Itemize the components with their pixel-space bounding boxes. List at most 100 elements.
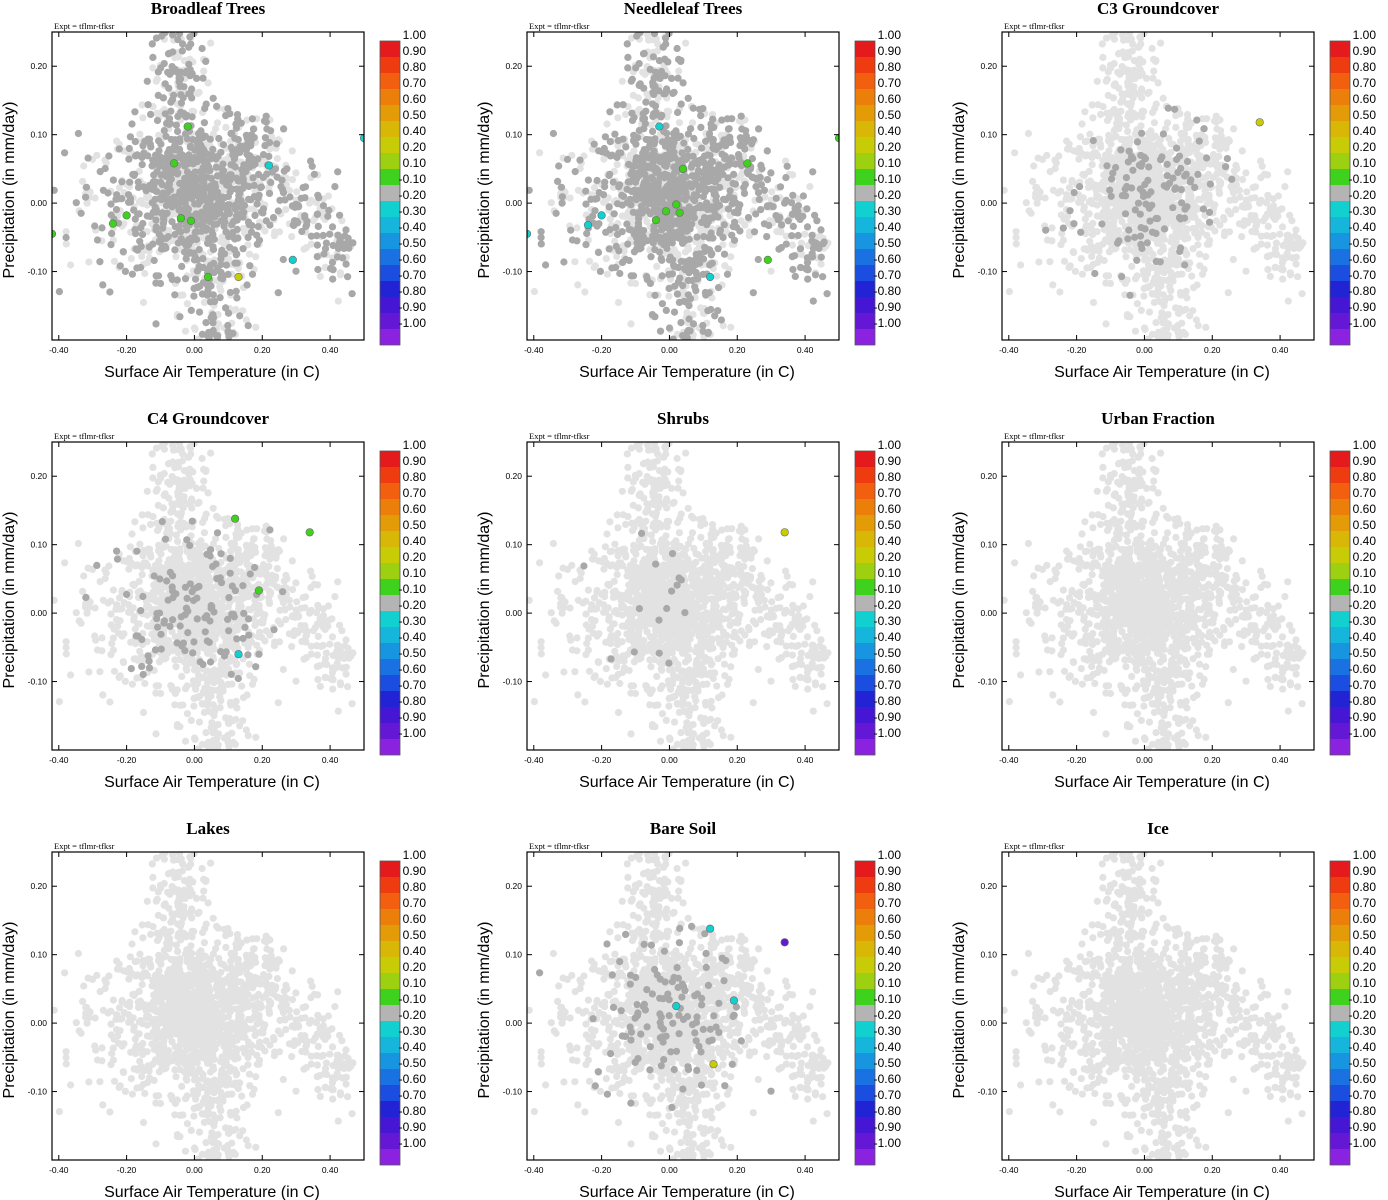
background-point [530,288,539,296]
nonsignificant-point [563,155,572,163]
nonsignificant-point [174,198,182,206]
nonsignificant-point [224,105,232,113]
background-point [788,241,797,249]
background-point [292,169,300,177]
colorbar-swatch [380,329,400,345]
nonsignificant-point [148,40,156,48]
nonsignificant-point [626,195,634,203]
nonsignificant-point [700,181,708,189]
nonsignificant-point [177,99,185,107]
background-point [172,253,180,261]
x-tick-label: 0.20 [254,345,271,355]
nonsignificant-point [195,308,204,316]
nonsignificant-point [209,243,217,251]
nonsignificant-point [249,161,257,169]
nonsignificant-point [703,199,711,207]
nonsignificant-point [322,239,330,247]
nonsignificant-point [803,205,811,213]
background-point [80,162,88,170]
x-tick-label: -0.20 [117,345,137,355]
background-point [136,130,144,138]
nonsignificant-point [125,144,133,153]
nonsignificant-point [257,184,265,192]
nonsignificant-point [629,272,638,280]
nonsignificant-point [52,186,58,194]
nonsignificant-point [687,125,695,133]
nonsignificant-point [182,238,190,246]
nonsignificant-point [685,235,693,243]
background-point [719,322,727,330]
nonsignificant-point [624,53,632,62]
nonsignificant-point [190,292,198,300]
nonsignificant-point [684,145,692,153]
nonsignificant-point [689,320,698,328]
nonsignificant-point [96,168,104,176]
nonsignificant-point [582,187,590,195]
background-point [603,120,611,128]
nonsignificant-point [158,32,166,40]
scatter-points [527,32,839,340]
nonsignificant-point [171,246,179,254]
background-point [614,142,622,150]
nonsignificant-point [636,245,644,253]
nonsignificant-point [605,245,613,253]
nonsignificant-point [344,273,352,281]
nonsignificant-point [804,275,812,283]
nonsignificant-point [279,255,287,264]
nonsignificant-point [193,74,201,82]
background-point [713,272,721,280]
nonsignificant-point [712,197,720,205]
nonsignificant-point [155,137,163,145]
background-point [647,121,656,129]
panel-title: Needleleaf Trees [624,0,743,18]
nonsignificant-point [757,181,766,189]
nonsignificant-point [622,143,630,151]
y-axis-label: Precipitation (in mm/day) [1,102,18,279]
nonsignificant-point [313,241,321,249]
colorbar-swatch [380,121,400,137]
nonsignificant-point [222,261,231,269]
nonsignificant-point [602,228,610,236]
nonsignificant-point [632,64,640,72]
nonsignificant-point [737,112,745,120]
nonsignificant-point [174,112,182,120]
nonsignificant-point [301,213,309,222]
background-point [338,217,346,225]
background-point [195,88,203,96]
nonsignificant-point [112,195,120,203]
nonsignificant-point [752,210,760,218]
nonsignificant-point [245,182,253,191]
nonsignificant-point [699,321,707,330]
nonsignificant-point [171,230,179,239]
nonsignificant-point [666,225,674,233]
nonsignificant-point [255,170,263,178]
nonsignificant-point [72,199,80,207]
significant-point [108,219,118,228]
nonsignificant-point [195,246,203,254]
nonsignificant-point [707,158,715,166]
background-point [139,114,147,122]
nonsignificant-point [724,174,732,182]
nonsignificant-point [583,229,591,238]
nonsignificant-point [334,244,342,253]
nonsignificant-point [160,127,168,135]
background-point [127,255,135,263]
nonsignificant-point [144,135,152,143]
nonsignificant-point [196,176,204,184]
background-point [741,221,749,229]
nonsignificant-point [181,248,189,256]
nonsignificant-point [198,290,207,298]
nonsignificant-point [749,289,757,297]
colorbar-label: -0.20 [399,188,427,202]
nonsignificant-point [206,298,215,306]
nonsignificant-point [224,321,232,330]
nonsignificant-point [345,238,353,246]
nonsignificant-point [219,141,227,149]
nonsignificant-point [731,160,740,168]
nonsignificant-point [118,195,126,203]
background-point [817,260,825,268]
colorbar-label: -1.00 [399,316,427,330]
background-point [665,107,673,116]
nonsignificant-point [642,146,650,154]
colorbar-label: -0.70 [399,268,427,282]
